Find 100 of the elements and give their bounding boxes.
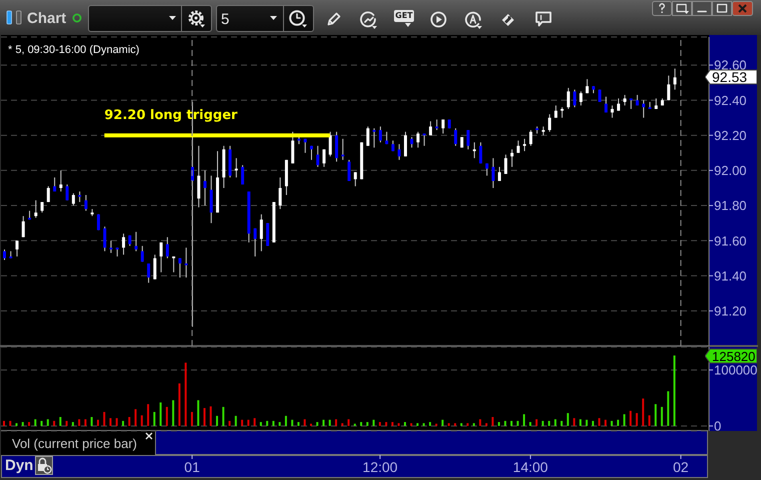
candlestick xyxy=(566,87,570,110)
bar xyxy=(636,413,638,426)
candlestick xyxy=(166,236,169,259)
candlestick xyxy=(34,200,38,218)
candlestick xyxy=(479,142,482,164)
bar xyxy=(103,412,106,426)
candlestick xyxy=(22,216,25,238)
bar xyxy=(460,423,462,426)
candlestick xyxy=(241,164,244,185)
bar xyxy=(573,418,576,426)
candlestick xyxy=(328,131,332,157)
candlestick xyxy=(416,131,420,148)
candlestick xyxy=(492,158,495,188)
y-tick-label: 92.40 xyxy=(714,92,747,108)
candlestick xyxy=(140,245,144,262)
candlestick xyxy=(341,138,344,160)
bar xyxy=(9,420,12,426)
candlestick xyxy=(348,159,351,182)
bar xyxy=(241,420,244,426)
bar xyxy=(260,422,262,426)
candlestick xyxy=(147,262,150,284)
bar xyxy=(184,362,187,426)
bar xyxy=(328,420,331,426)
candlestick xyxy=(335,131,338,162)
candlestick xyxy=(72,192,75,206)
candlestick xyxy=(354,172,357,187)
bar xyxy=(654,404,657,426)
bar xyxy=(610,420,613,426)
y-tick-label: 91.80 xyxy=(714,198,747,214)
bar xyxy=(78,419,80,426)
bar xyxy=(210,406,212,426)
bar xyxy=(297,422,300,426)
candlestick xyxy=(429,120,432,136)
candlestick xyxy=(3,248,6,260)
candlestick xyxy=(523,138,526,152)
bar xyxy=(472,423,475,426)
bar xyxy=(642,398,644,426)
bar xyxy=(160,402,162,426)
bar xyxy=(516,420,519,426)
candlestick xyxy=(610,104,614,118)
bar xyxy=(492,417,494,426)
x-tick-label: 02 xyxy=(673,459,689,475)
text: Dyn xyxy=(5,457,34,474)
bar xyxy=(147,404,150,426)
candlestick xyxy=(53,176,56,192)
bar xyxy=(422,423,425,426)
bar xyxy=(554,419,556,426)
bar xyxy=(72,422,74,426)
bar xyxy=(322,420,325,426)
candlestick xyxy=(673,68,676,90)
candlestick xyxy=(316,145,320,168)
candlestick xyxy=(579,90,582,106)
candlestick xyxy=(636,94,639,106)
bar xyxy=(291,420,294,426)
candlestick xyxy=(667,75,670,101)
bar xyxy=(22,422,24,426)
bar xyxy=(66,420,68,426)
candlestick xyxy=(378,126,382,143)
candlestick xyxy=(385,131,388,145)
bar xyxy=(660,406,663,426)
bar xyxy=(153,412,156,426)
y-tick-label: 100000 xyxy=(714,362,758,378)
y-tick-label: 92.20 xyxy=(714,128,747,143)
bar xyxy=(34,419,36,426)
bar xyxy=(504,420,506,426)
candlestick xyxy=(504,154,508,174)
candlestick xyxy=(516,140,520,154)
bar xyxy=(335,419,338,426)
bar xyxy=(247,420,250,426)
bar xyxy=(128,417,130,426)
text: Chart xyxy=(27,10,66,27)
bar xyxy=(378,422,381,426)
bar xyxy=(110,418,112,426)
candlestick xyxy=(103,226,106,252)
bar xyxy=(630,410,632,426)
candlestick xyxy=(586,78,589,94)
bar xyxy=(341,423,344,426)
bar xyxy=(604,420,606,426)
candlestick xyxy=(178,258,182,278)
bar xyxy=(667,391,670,426)
bar xyxy=(234,416,237,426)
bar xyxy=(304,419,306,426)
bar xyxy=(84,419,86,426)
candlestick xyxy=(278,176,282,210)
candlestick xyxy=(366,126,370,146)
bar xyxy=(134,409,137,426)
bar xyxy=(479,419,482,426)
bar xyxy=(216,416,218,426)
bar xyxy=(404,422,406,426)
candlestick xyxy=(291,131,294,164)
bar xyxy=(498,422,500,426)
text: 125820 xyxy=(712,348,756,364)
bar xyxy=(529,422,532,426)
bar xyxy=(466,423,469,426)
bar xyxy=(228,420,231,426)
bar xyxy=(59,417,62,426)
bar xyxy=(510,420,513,426)
bar xyxy=(278,422,281,426)
bar xyxy=(360,422,362,426)
candlestick xyxy=(454,128,458,146)
